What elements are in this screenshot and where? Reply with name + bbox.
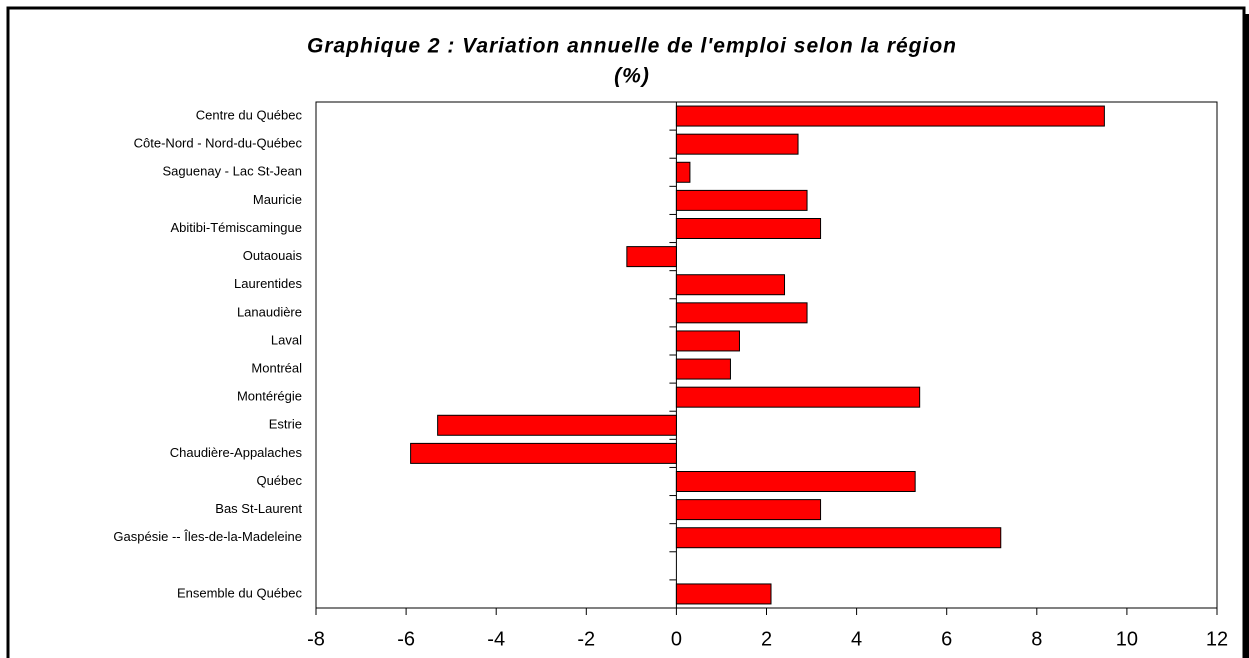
x-tick-label: 2 xyxy=(761,628,772,650)
y-tick-label: Centre du Québec xyxy=(196,107,303,122)
x-tick-label: -6 xyxy=(397,628,415,650)
bar xyxy=(675,302,808,324)
bar xyxy=(410,442,677,464)
x-tick-label: 12 xyxy=(1206,628,1228,650)
bar xyxy=(675,189,808,211)
bar xyxy=(675,218,822,239)
bar xyxy=(675,358,731,380)
x-tick-label: 10 xyxy=(1116,628,1138,650)
x-tick-label: -4 xyxy=(487,628,505,650)
y-tick-label: Estrie xyxy=(269,417,302,432)
y-tick-label: Chaudière-Appalaches xyxy=(170,445,303,460)
chart-subtitle: (%) xyxy=(614,65,650,88)
bar xyxy=(675,330,740,352)
y-tick-label: Québec xyxy=(256,473,302,488)
bar xyxy=(675,386,921,408)
bar xyxy=(437,414,677,436)
y-tick-label: Ensemble du Québec xyxy=(177,585,303,600)
x-tick-label: 6 xyxy=(941,628,952,650)
y-tick-label: Montérégie xyxy=(237,389,302,404)
bar xyxy=(675,274,786,296)
x-tick-label: -2 xyxy=(577,628,595,650)
y-tick-label: Laval xyxy=(271,332,302,347)
x-tick-label: 8 xyxy=(1031,628,1042,650)
y-tick-label: Mauricie xyxy=(253,192,302,207)
bar xyxy=(675,133,799,155)
bar xyxy=(675,471,916,492)
y-tick-label: Montréal xyxy=(251,360,302,375)
y-tick-label: Saguenay - Lac St-Jean xyxy=(163,164,302,179)
x-tick-label: -8 xyxy=(307,628,325,650)
y-tick-label: Laurentides xyxy=(234,276,302,291)
bar xyxy=(675,105,1105,127)
chart-title: Graphique 2 : Variation annuelle de l'em… xyxy=(307,35,957,58)
y-tick-label: Outaouais xyxy=(243,248,303,263)
bar xyxy=(675,499,822,521)
y-tick-label: Gaspésie -- Îles-de-la-Madeleine xyxy=(113,529,302,544)
y-tick-label: Côte-Nord - Nord-du-Québec xyxy=(134,136,303,151)
y-tick-label: Abitibi-Témiscamingue xyxy=(171,220,303,235)
y-tick-label: Lanaudière xyxy=(237,304,302,319)
bar xyxy=(675,527,1002,549)
bar xyxy=(675,161,691,183)
x-tick-label: 0 xyxy=(671,628,682,650)
frame xyxy=(6,6,1246,658)
bar xyxy=(626,246,677,268)
y-tick-label: Bas St-Laurent xyxy=(215,501,302,516)
x-tick-label: 4 xyxy=(851,628,862,650)
bar xyxy=(675,583,772,605)
